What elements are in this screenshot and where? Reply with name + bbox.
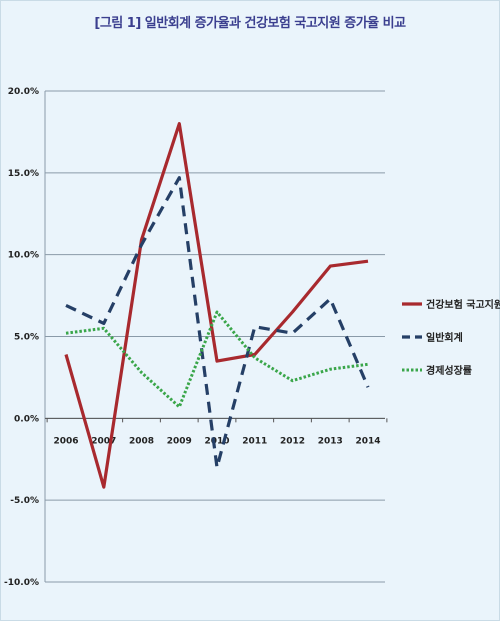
x-tick-label: 2006 [53, 436, 78, 446]
legend-label: 경제성장률 [426, 364, 472, 377]
legend-label: 건강보험 국고지원 [426, 298, 500, 311]
gridlines [44, 90, 385, 583]
series-lines [64, 122, 370, 489]
series-line [65, 176, 370, 469]
series-line [65, 310, 369, 409]
x-tick-label: 2009 [167, 436, 192, 446]
legend-label: 일반회계 [426, 331, 463, 344]
y-tick-label: 5.0% [14, 333, 39, 343]
y-tick-label: -5.0% [10, 496, 39, 506]
series-line [64, 122, 369, 489]
x-tick-label: 2012 [280, 436, 305, 446]
x-tick-label: 2013 [318, 436, 343, 446]
x-tick-label: 2008 [129, 436, 154, 446]
x-tick-label: 2010 [204, 436, 229, 446]
chart-title: [그림 1] 일반회계 증가율과 건강보험 국고지원 증가율 비교 [94, 16, 406, 31]
x-tick-label: 2011 [242, 436, 267, 446]
y-axis-tick-labels: -10.0% -5.0% 0.0% 5.0% 10.0% 15.0% 20.0% [4, 87, 39, 588]
x-tick-label: 2014 [355, 436, 380, 446]
y-tick-label: 0.0% [14, 414, 39, 424]
x-axis: 2006 2007 2008 2009 2010 2011 2012 2013 2014 [45, 417, 388, 446]
y-tick-label: 15.0% [8, 169, 39, 179]
y-tick-label: 10.0% [8, 251, 39, 261]
y-tick-label: 20.0% [8, 87, 39, 97]
y-tick-label: -10.0% [4, 578, 39, 588]
x-tick-label: 2007 [91, 436, 116, 446]
